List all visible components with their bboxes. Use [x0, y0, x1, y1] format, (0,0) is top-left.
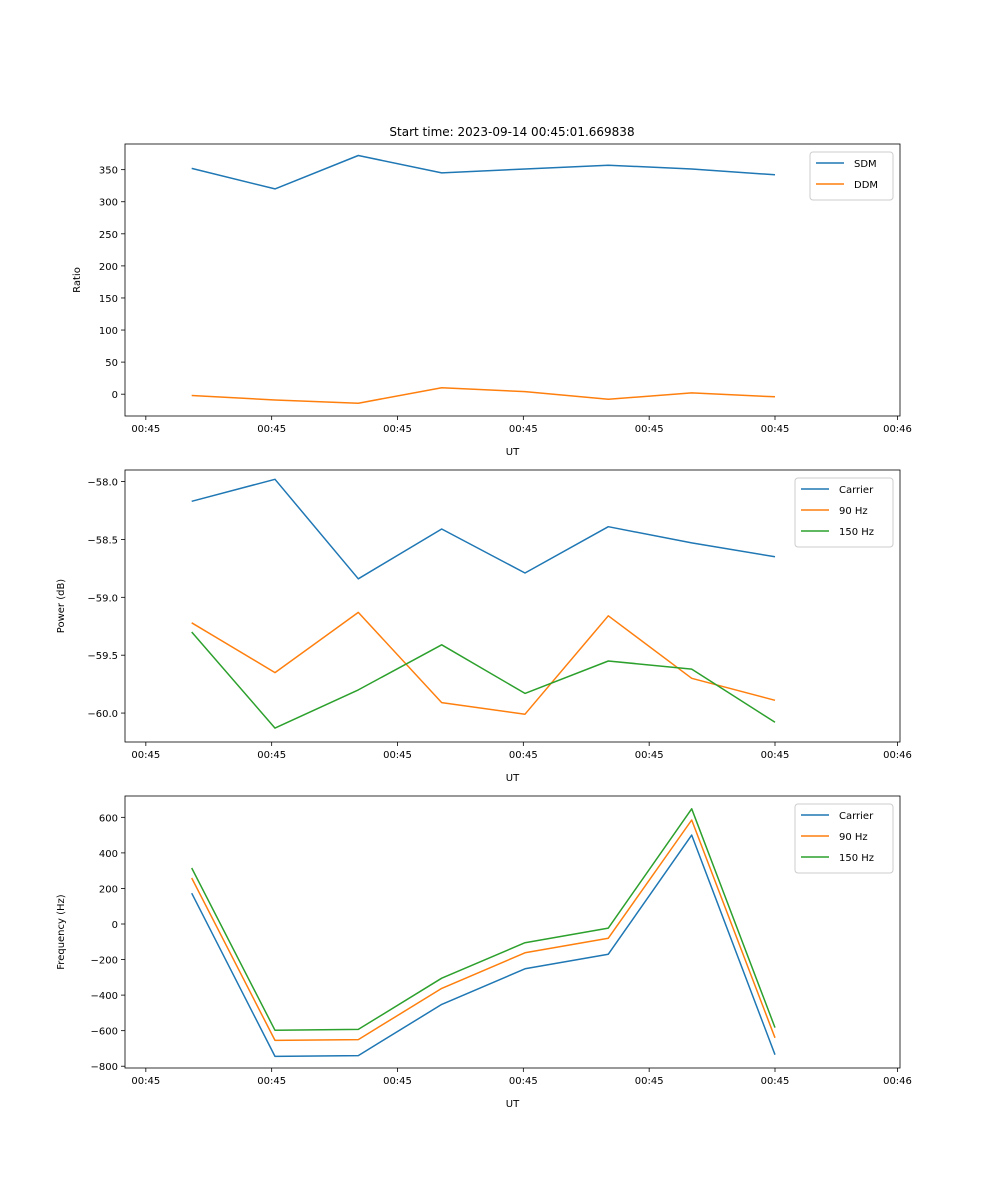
y-tick-label: −600: [91, 1027, 118, 1038]
x-tick-label: 00:45: [257, 750, 286, 761]
axes-frame: [124, 143, 901, 417]
x-tick-label: 00:45: [257, 424, 286, 435]
series-line-150-hz: [191, 631, 776, 729]
y-tick-label: −60.0: [87, 709, 118, 720]
y-tick-label: −59.0: [87, 593, 118, 604]
x-axis-label: UT: [506, 1099, 520, 1110]
y-tick-label: −59.5: [87, 651, 118, 662]
y-tick-label: 250: [99, 230, 118, 241]
x-tick-label: 00:45: [761, 1076, 790, 1087]
y-axis-label: Ratio: [72, 267, 83, 293]
legend-label: DDM: [854, 180, 878, 191]
y-axis-label: Power (dB): [56, 579, 67, 634]
axes-frame: [124, 795, 901, 1069]
x-tick-label: 00:45: [257, 1076, 286, 1087]
y-tick-label: 600: [99, 813, 118, 824]
x-tick-label: 00:45: [761, 750, 790, 761]
x-tick-label: 00:45: [383, 1076, 412, 1087]
series-line-carrier: [191, 834, 776, 1058]
x-axis-label: UT: [506, 773, 520, 784]
y-tick-label: 0: [112, 390, 118, 401]
y-tick-label: 350: [99, 166, 118, 177]
legend-label: 90 Hz: [839, 506, 868, 517]
x-tick-label: 00:45: [383, 750, 412, 761]
series-line-90-hz: [191, 819, 776, 1042]
x-tick-label: 00:45: [635, 750, 664, 761]
x-tick-label: 00:45: [131, 424, 160, 435]
legend-box: [794, 477, 894, 548]
legend: Carrier 90 Hz 150 Hz: [794, 477, 894, 548]
legend-label: Carrier: [839, 811, 874, 822]
legend-label: SDM: [854, 159, 877, 170]
y-tick-label: 300: [99, 198, 118, 209]
legend-label: 150 Hz: [839, 527, 874, 538]
chart-panel-2: 00:45 00:45 00:45 00:45 00:45 00:45 00:46 −60.0…: [56, 469, 912, 784]
y-axis-label: Frequency (Hz): [56, 894, 67, 970]
x-tick-label: 00:45: [509, 424, 538, 435]
y-tick-label: −58.5: [87, 535, 118, 546]
x-tick-label: 00:45: [635, 424, 664, 435]
x-tick-label: 00:45: [761, 424, 790, 435]
y-tick-label: 200: [99, 884, 118, 895]
x-tick-label: 00:45: [383, 424, 412, 435]
x-tick-label: 00:45: [131, 750, 160, 761]
chart-panel-3: 00:45 00:45 00:45 00:45 00:45 00:45 00:46 −800 −…: [56, 795, 912, 1110]
y-tick-label: 100: [99, 326, 118, 337]
y-tick-label: 0: [112, 920, 118, 931]
x-tick-label: 00:46: [883, 424, 912, 435]
chart-panel-1: 00:45 00:45 00:45 00:45 00:45 00:45 00:46 0 50 10…: [72, 143, 912, 458]
x-tick-label: 00:45: [509, 750, 538, 761]
legend: Carrier 90 Hz 150 Hz: [794, 803, 894, 874]
series-line-90-hz: [191, 611, 776, 715]
x-tick-label: 00:45: [635, 1076, 664, 1087]
legend-box: [809, 151, 894, 201]
y-tick-label: 150: [99, 294, 118, 305]
legend-label: Carrier: [839, 485, 874, 496]
y-tick-label: −800: [91, 1062, 118, 1073]
y-tick-label: −200: [91, 956, 118, 967]
legend: SDM DDM: [809, 151, 894, 201]
x-tick-label: 00:46: [883, 1076, 912, 1087]
y-tick-label: −400: [91, 991, 118, 1002]
series-line-ddm: [191, 387, 776, 404]
series-line-150-hz: [191, 808, 776, 1032]
x-tick-label: 00:46: [883, 750, 912, 761]
y-tick-label: 400: [99, 849, 118, 860]
y-tick-label: 200: [99, 262, 118, 273]
x-axis-label: UT: [506, 447, 520, 458]
legend-box: [794, 803, 894, 874]
axes-frame: [124, 469, 901, 743]
y-tick-label: 50: [105, 358, 118, 369]
legend-label: 90 Hz: [839, 832, 868, 843]
series-line-sdm: [191, 154, 776, 190]
figure-title: Start time: 2023-09-14 00:45:01.669838: [389, 125, 634, 139]
x-tick-label: 00:45: [509, 1076, 538, 1087]
x-tick-label: 00:45: [131, 1076, 160, 1087]
legend-label: 150 Hz: [839, 853, 874, 864]
series-line-carrier: [191, 478, 776, 580]
y-tick-label: −58.0: [87, 478, 118, 489]
